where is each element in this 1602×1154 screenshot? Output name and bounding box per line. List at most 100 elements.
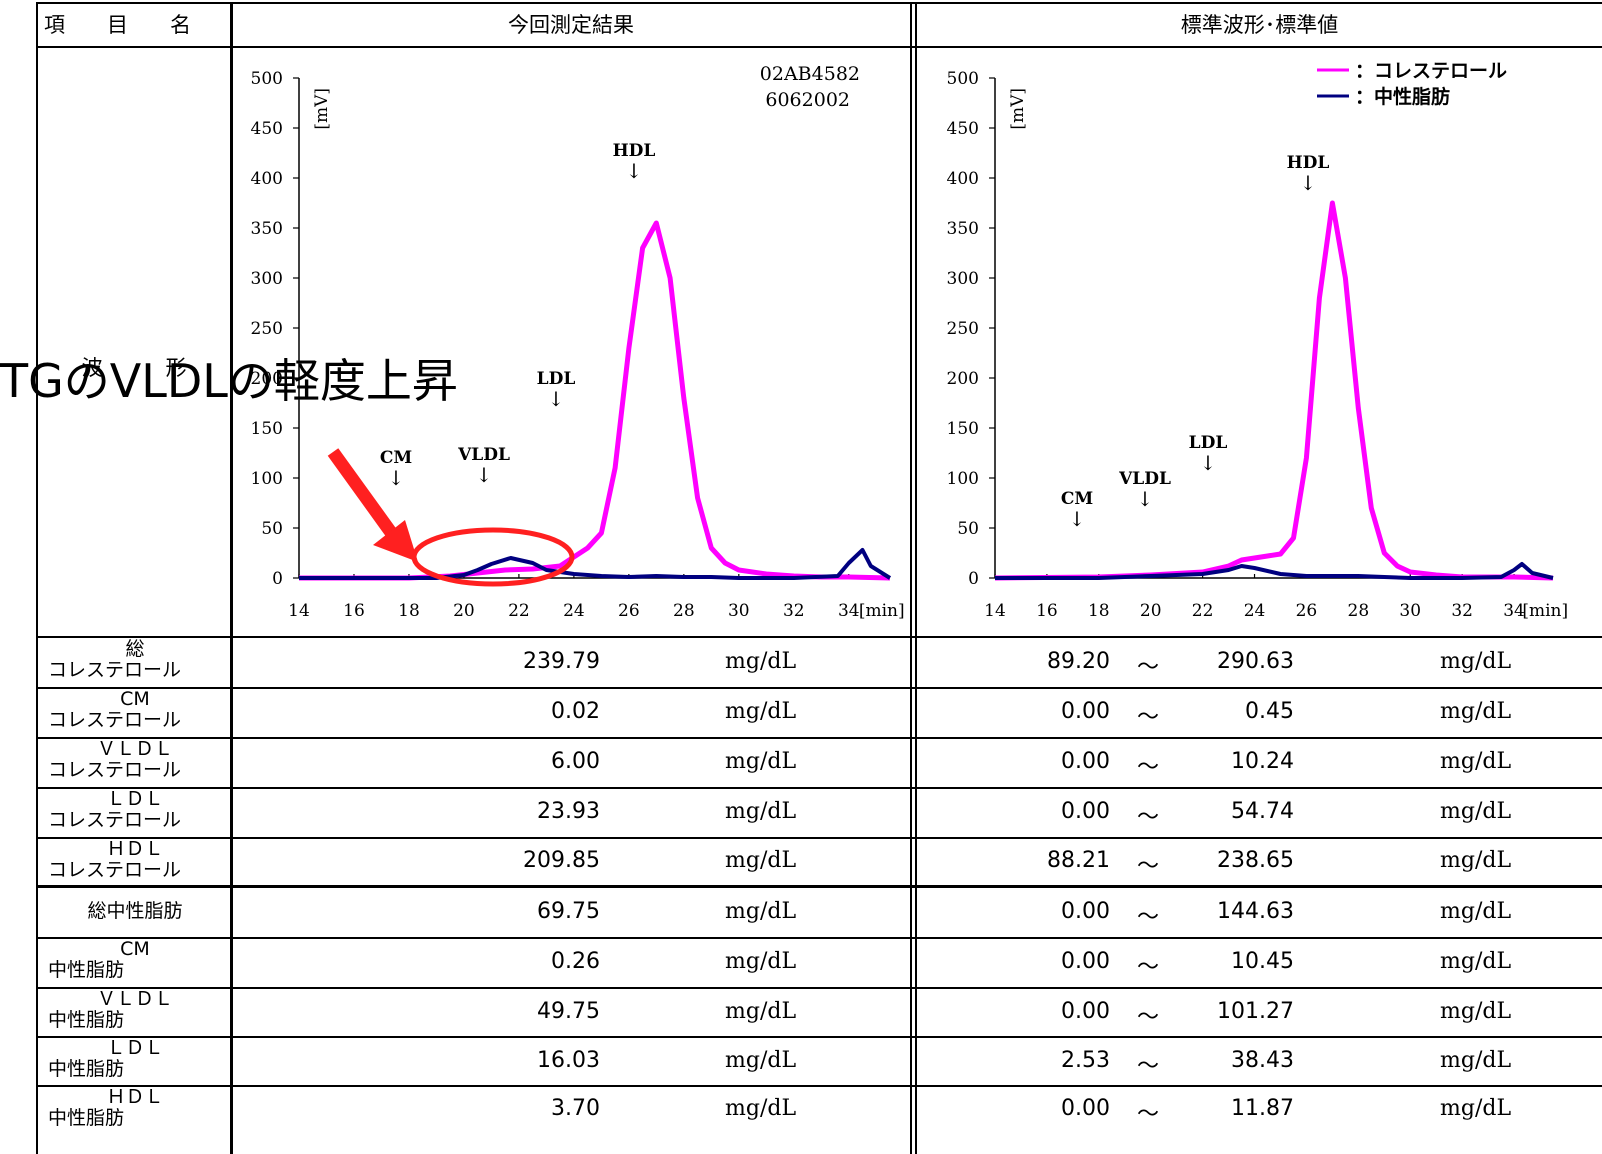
x-tick-label: 32 <box>783 601 805 621</box>
item-name-header: 項 目 名 <box>44 13 191 37</box>
range-separator: 〜 <box>1136 955 1159 980</box>
y-tick-label: 50 <box>261 519 283 539</box>
peak-arrow-icon: ↓ <box>1137 487 1154 511</box>
range-high: 11.87 <box>1231 1096 1294 1121</box>
range-low: 89.20 <box>1047 649 1110 674</box>
range-unit: mg/dL <box>1440 847 1512 873</box>
x-tick-label: 16 <box>343 601 365 621</box>
range-high: 10.45 <box>1231 949 1294 974</box>
y-tick-label: 400 <box>947 169 979 189</box>
range-low: 0.00 <box>1061 1096 1110 1121</box>
range-unit: mg/dL <box>1440 899 1512 924</box>
row-label: 総コレステロール <box>38 639 232 681</box>
middle-divider-1 <box>910 2 912 1154</box>
x-tick-label: 32 <box>1451 601 1473 621</box>
row-label-line1: 総 <box>125 638 145 660</box>
peak-arrow-icon: ↓ <box>476 463 493 487</box>
row-label-line2: コレステロール <box>48 809 182 831</box>
row-label-line2: 中性脂肪 <box>48 959 125 981</box>
row-label: 総中性脂肪 <box>38 901 232 922</box>
y-tick-label: 0 <box>968 569 979 589</box>
result-unit: mg/dL <box>725 649 797 674</box>
result-value: 0.26 <box>551 949 600 974</box>
row-divider <box>36 737 1602 739</box>
result-unit: mg/dL <box>725 749 797 774</box>
annotation-text: TGのVLDLの軽度上昇 <box>0 354 458 408</box>
row-label-line1: ＶＬＤＬ <box>96 988 173 1010</box>
row-label-line2: コレステロール <box>48 659 182 681</box>
range-low: 0.00 <box>1061 699 1110 724</box>
result-unit: mg/dL <box>725 847 797 873</box>
row-label: ＨＤＬ コレステロール <box>38 839 232 881</box>
y-unit: [mV] <box>312 88 332 130</box>
y-tick-label: 450 <box>947 119 979 139</box>
range-high: 38.43 <box>1231 1047 1294 1073</box>
cholesterol-line <box>299 220 891 581</box>
peak-arrow-icon: ↓ <box>1069 507 1086 531</box>
x-unit: [min] <box>859 601 905 621</box>
legend-label: ：コレステロール <box>1355 60 1507 82</box>
waveform-label: 波 形 <box>81 356 187 380</box>
x-tick-label: 20 <box>1140 601 1162 621</box>
row-divider <box>36 987 1602 989</box>
x-tick-label: 34 <box>838 601 860 621</box>
result-value: 6.00 <box>551 749 600 774</box>
x-tick-label: 14 <box>984 601 1006 621</box>
row-label-line2: 中性脂肪 <box>48 1009 125 1031</box>
group-divider <box>36 885 1602 888</box>
range-high: 0.45 <box>1245 699 1294 724</box>
row-label-line2: 中性脂肪 <box>48 1107 125 1129</box>
range-unit: mg/dL <box>1440 799 1512 824</box>
y-tick-label: 500 <box>947 69 979 89</box>
row-divider <box>36 687 1602 689</box>
result-value: 239.79 <box>523 649 600 674</box>
result-unit: mg/dL <box>725 1096 797 1121</box>
peak-label-cm: CM <box>380 448 413 468</box>
row-label: CM コレステロール <box>38 689 232 731</box>
range-separator: 〜 <box>1136 1102 1159 1127</box>
y-tick-label: 300 <box>251 269 283 289</box>
row-label-line1: ＶＬＤＬ <box>96 738 173 760</box>
range-low: 88.21 <box>1047 847 1110 873</box>
y-tick-label: 350 <box>251 219 283 239</box>
range-separator: 〜 <box>1136 755 1159 780</box>
x-tick-label: 34 <box>1503 601 1525 621</box>
peak-label-vldl: VLDL <box>457 445 510 465</box>
y-tick-label: 450 <box>251 119 283 139</box>
y-tick-label: 50 <box>957 519 979 539</box>
range-high: 238.65 <box>1217 847 1294 873</box>
result-value: 3.70 <box>551 1096 600 1121</box>
peak-label-cm: CM <box>1061 489 1094 509</box>
peak-arrow-icon: ↓ <box>1200 451 1217 475</box>
row-label-line1: CM <box>120 688 150 710</box>
x-tick-label: 22 <box>508 601 530 621</box>
range-separator: 〜 <box>1136 805 1159 830</box>
row-label: ＶＬＤＬ 中性脂肪 <box>38 989 232 1031</box>
row-label-line2: コレステロール <box>48 759 182 781</box>
x-tick-label: 26 <box>618 601 640 621</box>
result-unit: mg/dL <box>725 998 797 1024</box>
range-unit: mg/dL <box>1440 949 1512 974</box>
peak-label-ldl: LDL <box>1189 433 1228 453</box>
x-tick-label: 16 <box>1036 601 1058 621</box>
range-separator: 〜 <box>1136 705 1159 730</box>
result-value: 209.85 <box>523 847 600 873</box>
y-unit: [mV] <box>1008 88 1028 130</box>
row-divider <box>36 937 1602 939</box>
sample-id-line1: 02AB4582 <box>760 63 860 85</box>
chart-bottom-border <box>36 636 1602 638</box>
row-label: ＬＤＬ 中性脂肪 <box>38 1038 232 1080</box>
range-unit: mg/dL <box>1440 699 1512 724</box>
x-tick-label: 24 <box>1244 601 1266 621</box>
range-separator: 〜 <box>1136 655 1159 680</box>
row-label-line1: ＬＤＬ <box>106 1037 164 1059</box>
y-tick-label: 250 <box>947 319 979 339</box>
row-label: CM 中性脂肪 <box>38 939 232 981</box>
annotation-arrow-head <box>373 520 418 562</box>
result-unit: mg/dL <box>725 899 797 924</box>
x-tick-label: 24 <box>563 601 585 621</box>
x-tick-label: 18 <box>1088 601 1110 621</box>
row-label-line1: ＨＤＬ <box>106 838 164 860</box>
